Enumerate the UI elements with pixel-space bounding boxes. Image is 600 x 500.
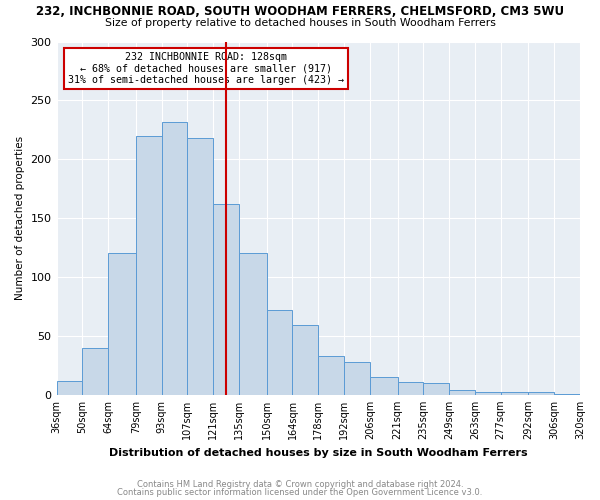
Bar (266, 310, 292, 395)
Text: 232 INCHBONNIE ROAD: 128sqm
← 68% of detached houses are smaller (917)
31% of se: 232 INCHBONNIE ROAD: 128sqm ← 68% of det… (68, 52, 344, 86)
Text: 232, INCHBONNIE ROAD, SOUTH WOODHAM FERRERS, CHELMSFORD, CM3 5WU: 232, INCHBONNIE ROAD, SOUTH WOODHAM FERR… (36, 5, 564, 18)
Bar (136, 136, 161, 395)
Text: Contains public sector information licensed under the Open Government Licence v3: Contains public sector information licen… (118, 488, 482, 497)
Bar (108, 254, 136, 395)
Bar (554, 394, 580, 395)
Bar (501, 392, 529, 395)
Bar (187, 138, 213, 395)
X-axis label: Distribution of detached houses by size in South Woodham Ferrers: Distribution of detached houses by size … (109, 448, 527, 458)
Bar (475, 392, 501, 395)
Bar (370, 377, 398, 395)
Bar (239, 254, 266, 395)
Text: Size of property relative to detached houses in South Woodham Ferrers: Size of property relative to detached ho… (104, 18, 496, 28)
Bar (424, 383, 449, 395)
Bar (449, 390, 475, 395)
Bar (318, 356, 344, 395)
Text: Contains HM Land Registry data © Crown copyright and database right 2024.: Contains HM Land Registry data © Crown c… (137, 480, 463, 489)
Bar (161, 122, 187, 395)
Bar (398, 382, 424, 395)
Bar (529, 392, 554, 395)
Bar (82, 348, 108, 395)
Bar (344, 362, 370, 395)
Y-axis label: Number of detached properties: Number of detached properties (15, 136, 25, 300)
Bar (56, 380, 82, 395)
Bar (292, 326, 318, 395)
Bar (213, 204, 239, 395)
